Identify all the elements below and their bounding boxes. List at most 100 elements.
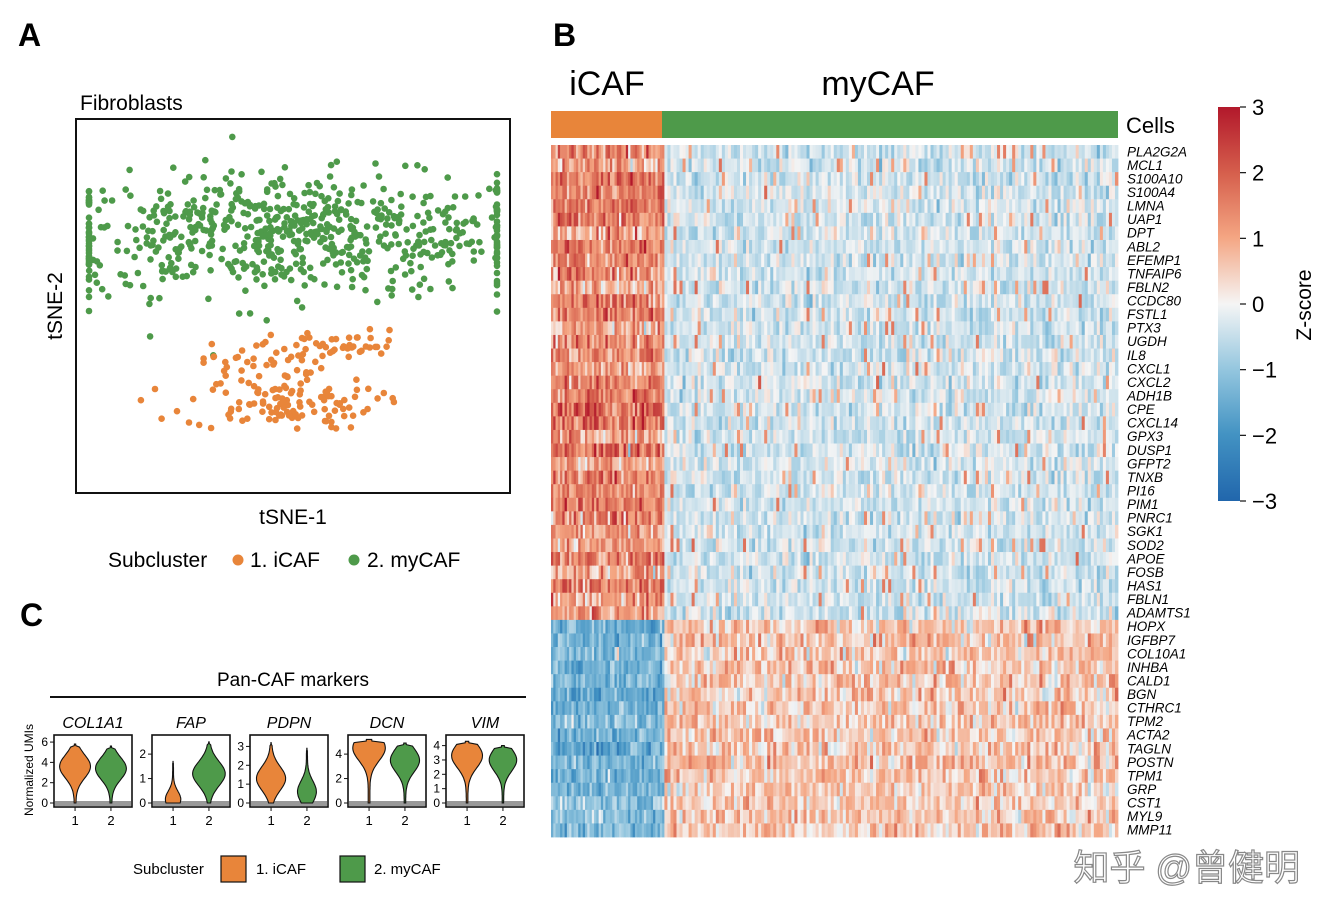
heatmap-cell <box>1105 375 1110 390</box>
heatmap-cell <box>809 253 813 268</box>
heatmap-cell <box>591 416 595 431</box>
heatmap-cell <box>566 402 570 417</box>
scatter-point <box>401 271 409 278</box>
heatmap-cell <box>578 267 581 282</box>
heatmap-cell <box>557 348 561 363</box>
heatmap-cell <box>1063 212 1067 227</box>
heatmap-cell <box>614 348 618 363</box>
heatmap-cell <box>664 402 668 417</box>
heatmap-cell <box>863 226 868 241</box>
heatmap-cell <box>1057 185 1061 200</box>
heatmap-cell <box>571 185 575 200</box>
heatmap-cell <box>657 172 661 187</box>
heatmap-cell <box>809 334 813 349</box>
heatmap-cell <box>637 280 640 295</box>
heatmap-cell <box>1069 172 1074 187</box>
heatmap-cell <box>1009 348 1013 363</box>
heatmap-cell <box>954 212 959 227</box>
heatmap-cell <box>1018 402 1022 417</box>
heatmap-cell <box>851 307 856 322</box>
heatmap-cell <box>607 226 611 241</box>
heatmap-cell <box>830 239 835 254</box>
heatmap-cell <box>888 185 892 200</box>
heatmap-cell <box>851 280 856 295</box>
heatmap-cell <box>854 253 859 268</box>
scatter-point <box>263 317 271 324</box>
heatmap-cell <box>585 253 588 268</box>
heatmap-cell <box>951 280 956 295</box>
heatmap-cell <box>685 416 689 431</box>
heatmap-cell <box>903 362 907 377</box>
heatmap-cell <box>903 348 907 363</box>
heatmap-cell <box>673 389 677 404</box>
heatmap-cell <box>575 294 579 309</box>
heatmap-cell <box>1081 348 1086 363</box>
heatmap-cell <box>997 267 1001 282</box>
heatmap-cell <box>927 267 931 282</box>
heatmap-cell <box>966 145 971 159</box>
heatmap-cell <box>709 280 714 295</box>
heatmap-cell <box>637 321 640 336</box>
heatmap-cell <box>1024 199 1028 214</box>
heatmap-cell <box>755 294 759 309</box>
heatmap-cell <box>643 212 647 227</box>
heatmap-cell <box>715 389 720 404</box>
heatmap-cell <box>569 158 572 173</box>
heatmap-cell <box>839 267 844 282</box>
heatmap-cell <box>1063 172 1067 187</box>
heatmap-cell <box>1114 267 1119 282</box>
heatmap-cell <box>571 199 575 214</box>
heatmap-cell <box>830 226 835 241</box>
heatmap-cell <box>984 334 989 349</box>
scatter-point <box>178 233 185 241</box>
heatmap-cell <box>897 321 901 336</box>
heatmap-cell <box>619 267 622 282</box>
heatmap-cell <box>703 375 708 390</box>
heatmap-cell <box>912 321 916 336</box>
heatmap-cell <box>1021 145 1025 159</box>
heatmap-cell <box>782 348 786 363</box>
heatmap-cell <box>676 212 680 227</box>
heatmap-cell <box>715 362 720 377</box>
heatmap-cell <box>648 280 652 295</box>
heatmap-cell <box>987 267 992 282</box>
heatmap-cell <box>863 307 868 322</box>
heatmap-cell <box>746 348 750 363</box>
heatmap-cell <box>876 402 880 417</box>
heatmap-cell <box>746 145 750 159</box>
heatmap-cell <box>815 294 820 309</box>
heatmap-cell <box>655 389 658 404</box>
heatmap-cell <box>662 416 665 431</box>
heatmap-cell <box>1099 267 1104 282</box>
heatmap-cell <box>637 416 640 431</box>
heatmap-cell <box>879 145 883 159</box>
heatmap-cell <box>794 226 798 241</box>
heatmap-cell <box>553 389 556 404</box>
scatter-point <box>308 231 315 239</box>
heatmap-cell <box>984 307 989 322</box>
heatmap-cell <box>882 185 886 200</box>
heatmap-cell <box>664 172 668 187</box>
heatmap-cell <box>752 172 756 187</box>
heatmap-cell <box>727 389 732 404</box>
heatmap-cell <box>706 158 711 173</box>
scatter-point <box>445 278 453 285</box>
heatmap-cell <box>755 321 759 336</box>
heatmap-cell <box>981 334 986 349</box>
heatmap-cell <box>1000 239 1004 254</box>
heatmap-cell <box>1054 172 1058 187</box>
heatmap-cell <box>730 185 735 200</box>
heatmap-cell <box>1009 158 1013 173</box>
heatmap-cell <box>827 280 832 295</box>
heatmap-cell <box>659 375 663 390</box>
scatter-point <box>334 197 342 205</box>
heatmap-cell <box>682 280 686 295</box>
heatmap-cell <box>897 402 901 417</box>
heatmap-cell <box>885 199 889 214</box>
heatmap-cell <box>691 226 696 241</box>
scatter-point <box>449 284 456 292</box>
heatmap-cell <box>984 226 989 241</box>
heatmap-cell <box>582 334 586 349</box>
heatmap-cell <box>673 294 677 309</box>
heatmap-cell <box>752 253 756 268</box>
